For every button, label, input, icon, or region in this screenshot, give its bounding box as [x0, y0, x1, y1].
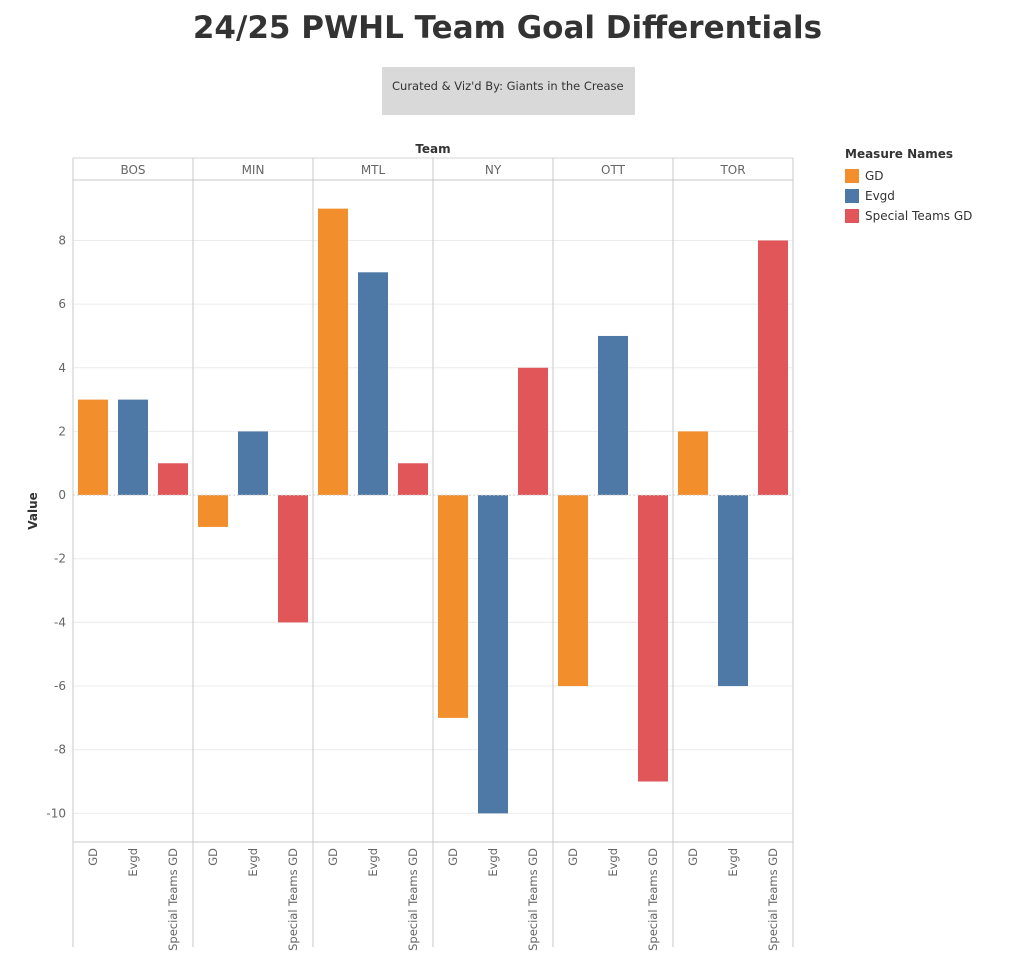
x-tick-label-mtl-gd: GD: [326, 848, 340, 866]
x-tick-label-ny-evgd: Evgd: [486, 848, 500, 877]
bar-ott-evgd: [598, 335, 628, 496]
x-tick-label-ott-gd: GD: [566, 848, 580, 866]
team-header-ny: NY: [485, 163, 502, 177]
x-tick-label-min-gd: GD: [206, 848, 220, 866]
x-tick-label-ott-special-teams-gd: Special Teams GD: [646, 848, 660, 951]
legend-label-gd: GD: [865, 169, 884, 183]
bar-ny-special-teams-gd: [518, 367, 548, 496]
y-tick-label: -4: [54, 615, 66, 629]
y-tick-label: 6: [58, 297, 66, 311]
team-header-mtl: MTL: [361, 163, 386, 177]
legend-item-gd[interactable]: GD: [845, 166, 972, 186]
x-tick-label-tor-gd: GD: [686, 848, 700, 866]
bar-mtl-special-teams-gd: [398, 463, 428, 496]
x-tick-label-ny-gd: GD: [446, 848, 460, 866]
y-tick-label: -6: [54, 679, 66, 693]
x-tick-label-ott-evgd: Evgd: [606, 848, 620, 877]
y-tick-label: -10: [46, 806, 66, 820]
y-tick-label: 2: [58, 424, 66, 438]
bar-ny-gd: [438, 495, 468, 718]
x-tick-label-bos-special-teams-gd: Special Teams GD: [166, 848, 180, 951]
bar-tor-gd: [678, 431, 708, 496]
legend-swatch-gd: [845, 169, 859, 183]
bar-bos-evgd: [118, 399, 148, 496]
team-header-ott: OTT: [601, 163, 626, 177]
bar-ott-special-teams-gd: [638, 495, 668, 782]
bar-bos-special-teams-gd: [158, 463, 188, 496]
credit-text: Curated & Viz'd By: Giants in the Crease: [392, 79, 624, 93]
legend-swatch-evgd: [845, 189, 859, 203]
y-tick-label: 8: [58, 233, 66, 247]
legend-item-evgd[interactable]: Evgd: [845, 186, 972, 206]
x-tick-label-mtl-evgd: Evgd: [366, 848, 380, 877]
bar-min-special-teams-gd: [278, 495, 308, 623]
legend-label-special-teams-gd: Special Teams GD: [865, 209, 973, 223]
y-axis-label: Value: [26, 492, 40, 530]
legend-item-special-teams-gd[interactable]: Special Teams GD: [845, 206, 972, 226]
bar-min-evgd: [238, 431, 268, 496]
y-tick-label: -8: [54, 743, 66, 757]
team-header-bos: BOS: [120, 163, 145, 177]
x-tick-label-tor-special-teams-gd: Special Teams GD: [766, 848, 780, 951]
x-tick-label-bos-evgd: Evgd: [126, 848, 140, 877]
team-header-tor: TOR: [719, 163, 745, 177]
team-header-min: MIN: [242, 163, 265, 177]
x-tick-label-bos-gd: GD: [86, 848, 100, 866]
y-tick-label: 0: [58, 488, 66, 502]
x-tick-label-min-evgd: Evgd: [246, 848, 260, 877]
x-tick-label-tor-evgd: Evgd: [726, 848, 740, 877]
legend: Measure Names GD Evgd Special Teams GD: [845, 147, 972, 226]
y-tick-label: -2: [54, 552, 66, 566]
legend-swatch-special-teams-gd: [845, 209, 859, 223]
bar-tor-special-teams-gd: [758, 240, 788, 496]
bar-tor-evgd: [718, 495, 748, 687]
x-tick-label-ny-special-teams-gd: Special Teams GD: [526, 848, 540, 951]
bar-ott-gd: [558, 495, 588, 687]
legend-label-evgd: Evgd: [865, 189, 895, 203]
bar-mtl-gd: [318, 208, 348, 496]
bar-min-gd: [198, 495, 228, 527]
credit-box: Curated & Viz'd By: Giants in the Crease: [382, 67, 635, 115]
bar-ny-evgd: [478, 495, 508, 814]
legend-title: Measure Names: [845, 147, 954, 161]
y-tick-label: 4: [58, 361, 66, 375]
x-tick-label-min-special-teams-gd: Special Teams GD: [286, 848, 300, 951]
bar-bos-gd: [78, 399, 108, 496]
bar-mtl-evgd: [358, 272, 388, 496]
x-tick-label-mtl-special-teams-gd: Special Teams GD: [406, 848, 420, 951]
chart-title: 24/25 PWHL Team Goal Differentials: [192, 10, 823, 46]
column-header-title: Team: [415, 142, 450, 156]
